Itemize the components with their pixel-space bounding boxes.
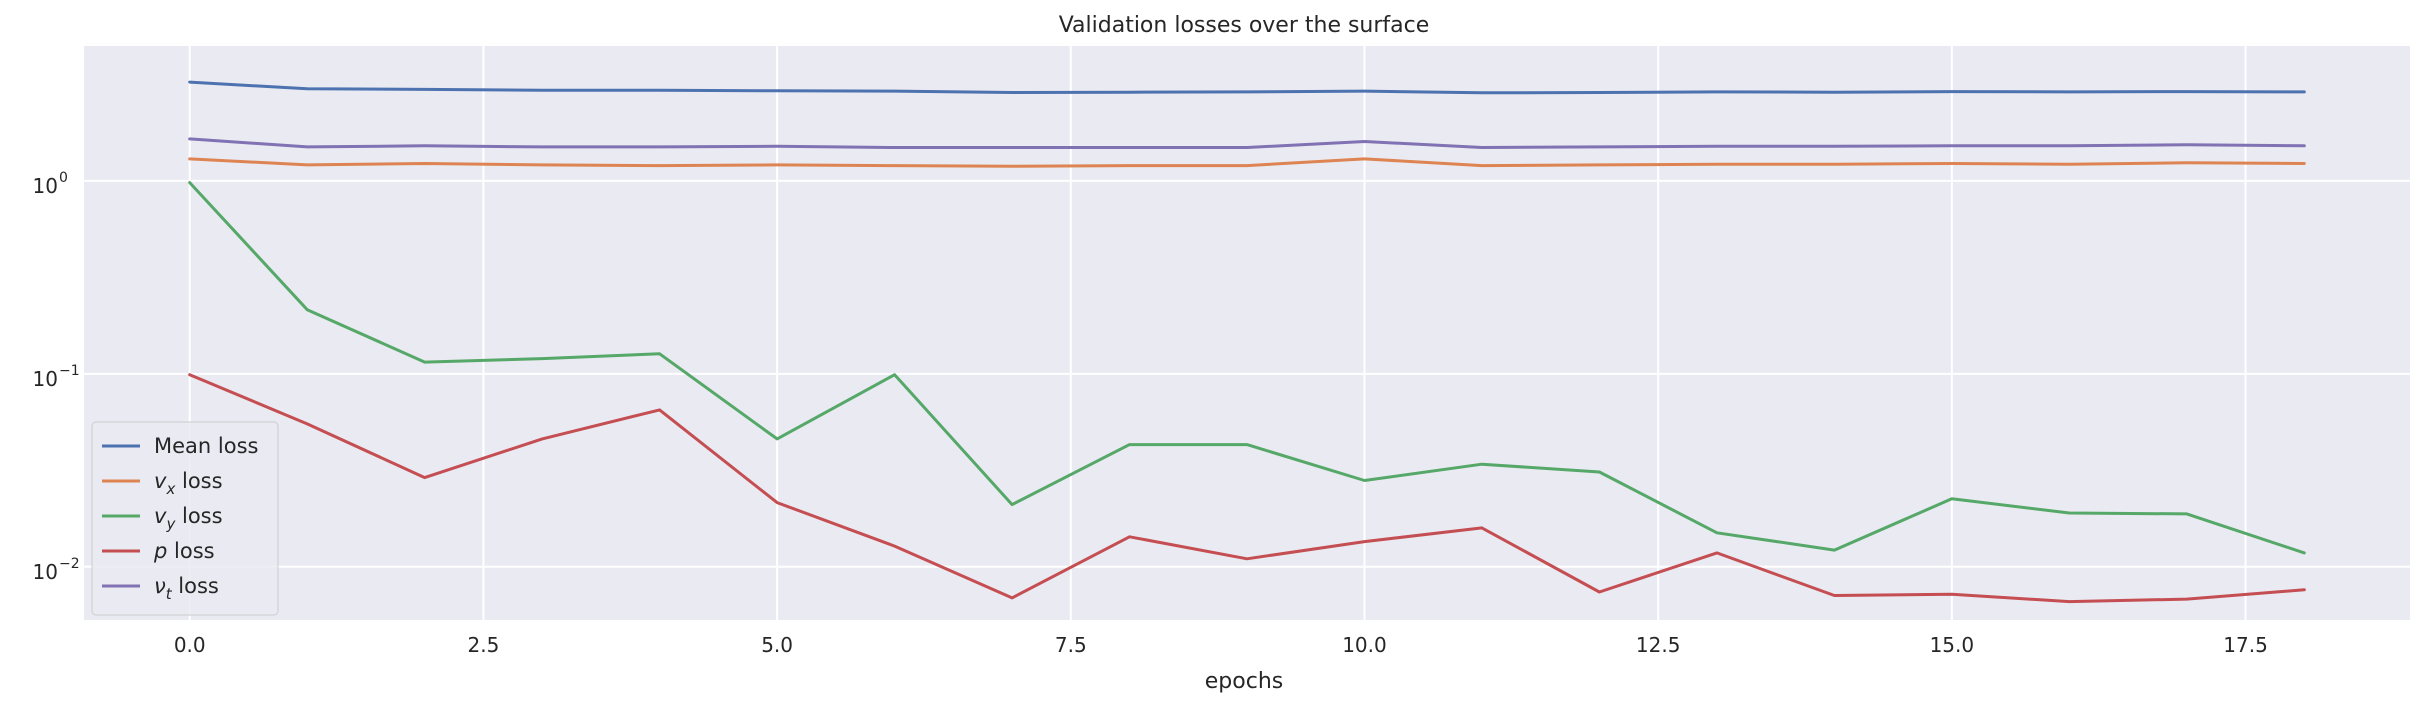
legend-label: Mean loss [154, 434, 258, 458]
series-lines [188, 80, 2306, 604]
legend-label: vx loss [154, 469, 223, 498]
legend-entry: vx loss [102, 469, 223, 498]
y-tick-label: 10 −2 [33, 556, 80, 584]
legend-entry: vy loss [102, 504, 223, 533]
chart-title: Validation losses over the surface [1059, 13, 1430, 38]
legend-label: p loss [153, 539, 215, 563]
series-line [188, 157, 2306, 168]
series-line [188, 137, 2306, 149]
legend-entry: p loss [102, 539, 215, 563]
series-line [188, 373, 2306, 604]
x-tick-label: 12.5 [1636, 633, 1681, 657]
grid-lines [84, 46, 2410, 620]
svg-text:10: 10 [33, 560, 58, 584]
series-line [188, 181, 2306, 555]
series-line [188, 80, 2306, 95]
x-tick-label: 5.0 [761, 633, 793, 657]
y-tick-label: 10 0 [33, 170, 68, 198]
svg-text:10: 10 [33, 174, 58, 198]
legend-frame [91, 421, 279, 616]
x-tick-labels: 0.0 2.5 5.0 7.5 10.0 12.5 15.0 17.5 [174, 633, 2268, 657]
legend-label: νt loss [154, 574, 219, 603]
x-axis-label: epochs [1205, 669, 1283, 694]
svg-text:−2: −2 [59, 556, 80, 572]
x-tick-label: 2.5 [468, 633, 500, 657]
svg-text:10: 10 [33, 367, 58, 391]
x-tick-label: 17.5 [2223, 633, 2268, 657]
x-tick-label: 15.0 [1930, 633, 1975, 657]
svg-text:0: 0 [59, 170, 68, 186]
plot-area [84, 46, 2410, 620]
legend-label: vy loss [154, 504, 223, 533]
legend-entry: Mean loss [102, 434, 258, 458]
legend-entry: νt loss [102, 574, 219, 603]
legend: Mean loss vx loss vy loss p loss νt loss [91, 421, 279, 616]
x-tick-label: 10.0 [1342, 633, 1387, 657]
y-tick-label: 10 −1 [33, 363, 80, 391]
svg-text:−1: −1 [59, 363, 80, 379]
x-tick-label: 7.5 [1055, 633, 1087, 657]
x-tick-label: 0.0 [174, 633, 206, 657]
